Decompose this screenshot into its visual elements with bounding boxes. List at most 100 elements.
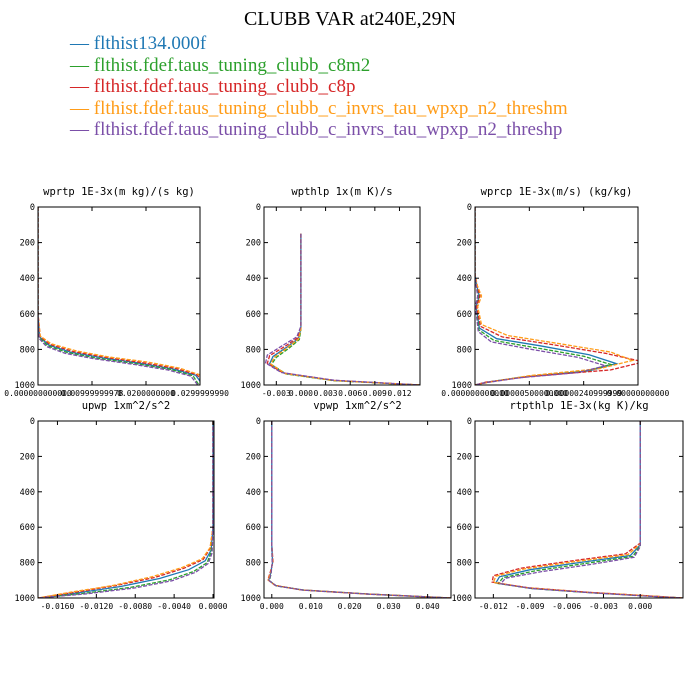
series-line-1: [38, 421, 214, 598]
series-line-5: [268, 421, 451, 598]
series-line-5: [264, 233, 420, 385]
series-line-5: [38, 207, 199, 385]
x-tick-label: -0.009: [516, 602, 545, 611]
x-tick-label: -0.003: [262, 389, 291, 398]
y-tick-label: 200: [20, 452, 35, 462]
y-tick-label: 400: [246, 488, 261, 498]
y-tick-label: 400: [20, 274, 35, 284]
x-tick-label: -0.0120: [79, 602, 113, 611]
x-tick-label: 0.020: [338, 602, 362, 611]
y-tick-label: 800: [457, 345, 472, 355]
series-line-2: [270, 233, 420, 385]
y-tick-label: 0: [467, 203, 472, 213]
legend-swatch-5: —: [70, 119, 94, 140]
y-tick-label: 1000: [241, 594, 261, 604]
y-tick-label: 600: [457, 310, 472, 320]
legend-entry-5: — flthist.fdef.taus_tuning_clubb_c_invrs…: [70, 119, 568, 141]
legend-label-3: flthist.fdef.taus_tuning_clubb_c8p: [93, 76, 356, 97]
series-line-2: [268, 421, 451, 598]
legend-swatch-3: —: [70, 76, 94, 97]
y-tick-label: 200: [20, 239, 35, 249]
series-line-2: [496, 421, 683, 598]
panel-2: wpthlp 1x(m K)/s02004006008001000-0.0030…: [241, 186, 421, 398]
y-tick-label: 600: [246, 310, 261, 320]
y-tick-label: 200: [246, 452, 261, 462]
series-line-3: [475, 207, 638, 385]
series-line-1: [38, 207, 200, 383]
y-tick-label: 0: [256, 417, 261, 427]
x-tick-label: 0.000: [260, 602, 284, 611]
x-tick-label: -0.0040: [157, 602, 191, 611]
series-line-5: [499, 421, 683, 598]
y-tick-label: 600: [20, 310, 35, 320]
panel-title: vpwp 1xm^2/s^2: [313, 400, 402, 412]
y-tick-label: 400: [246, 274, 261, 284]
y-tick-label: 400: [20, 488, 35, 498]
legend-label-1: flthist134.000f: [93, 33, 207, 54]
x-tick-label: 0.010: [299, 602, 323, 611]
panel-title: rtpthlp 1E-3x(kg K)/kg: [509, 400, 648, 412]
series-line-4: [38, 207, 200, 377]
legend-swatch-2: —: [70, 54, 94, 76]
panel-title: wpthlp 1x(m K)/s: [291, 186, 392, 198]
y-tick-label: 600: [20, 523, 35, 533]
x-tick-label: 0.009: [363, 389, 387, 398]
plot-frame: [474, 420, 684, 599]
series-line-4: [475, 207, 635, 385]
series-line-3: [267, 421, 451, 598]
y-tick-label: 0: [30, 203, 35, 213]
legend-label-5: flthist.fdef.taus_tuning_clubb_c_invrs_t…: [93, 119, 563, 140]
figure-title: CLUBB VAR at240E,29N: [243, 8, 457, 30]
legend-entry-2: — flthist.fdef.taus_tuning_clubb_c8m2: [70, 55, 568, 77]
y-tick-label: 600: [457, 523, 472, 533]
legend-swatch-4: —: [70, 97, 94, 119]
x-tick-label: 0.003: [314, 389, 338, 398]
series-line-4: [267, 421, 451, 598]
series-line-3: [266, 233, 420, 385]
panel-title: wprtp 1E-3x(m kg)/(s kg): [43, 186, 195, 198]
series-line-4: [38, 421, 214, 598]
x-tick-label: 0.00000000000: [607, 389, 670, 398]
x-tick-label: 0.000: [289, 389, 313, 398]
series-line-1: [267, 421, 451, 598]
x-tick-label: 0.0299999990: [171, 389, 229, 398]
y-tick-label: 0: [256, 203, 261, 213]
y-tick-label: 200: [246, 239, 261, 249]
legend: — flthist134.000f — flthist.fdef.taus_tu…: [70, 33, 568, 141]
x-tick-label: 0.030: [377, 602, 401, 611]
y-tick-label: 0: [30, 417, 35, 427]
panel-6: rtpthlp 1E-3x(kg K)/kg02004006008001000-…: [452, 400, 684, 611]
y-tick-label: 0: [467, 417, 472, 427]
x-tick-label: -0.0080: [118, 602, 152, 611]
y-tick-label: 1000: [241, 381, 261, 391]
x-tick-label: 0.00999999978: [61, 389, 124, 398]
legend-entry-3: — flthist.fdef.taus_tuning_clubb_c8p: [70, 76, 568, 98]
y-tick-label: 400: [457, 488, 472, 498]
x-tick-label: 0.040: [416, 602, 440, 611]
series-line-2: [475, 207, 614, 385]
x-tick-label: 0.00000240999999: [545, 389, 622, 398]
legend-swatch-1: —: [70, 33, 94, 54]
series-line-4: [269, 233, 420, 385]
x-tick-label: 0.000000000000: [4, 389, 72, 398]
y-tick-label: 400: [457, 274, 472, 284]
series-line-3: [38, 207, 200, 380]
y-tick-label: 1000: [452, 594, 472, 604]
x-tick-label: -0.003: [589, 602, 618, 611]
plot-frame: [37, 206, 201, 386]
legend-label-4: flthist.fdef.taus_tuning_clubb_c_invrs_t…: [93, 97, 568, 119]
y-tick-label: 1000: [452, 381, 472, 391]
legend-entry-4: — flthist.fdef.taus_tuning_clubb_c_invrs…: [70, 98, 568, 120]
x-tick-label: 0.000: [628, 602, 652, 611]
x-tick-label: -0.006: [552, 602, 581, 611]
panel-1: wprtp 1E-3x(m kg)/(s kg) 0 200 400 600 800 100…: [4, 186, 229, 398]
legend-entry-1: — flthist134.000f: [70, 33, 568, 55]
y-tick-label: 800: [246, 559, 261, 569]
panel-4: upwp 1xm^2/s^2 0 200 400 600 800 1000 -0.0160 -0…: [15, 400, 228, 611]
plot-frame: [474, 206, 639, 386]
series-line-3: [38, 421, 214, 598]
y-tick-label: 800: [20, 345, 35, 355]
x-tick-label: 0.00000500000000: [491, 389, 568, 398]
